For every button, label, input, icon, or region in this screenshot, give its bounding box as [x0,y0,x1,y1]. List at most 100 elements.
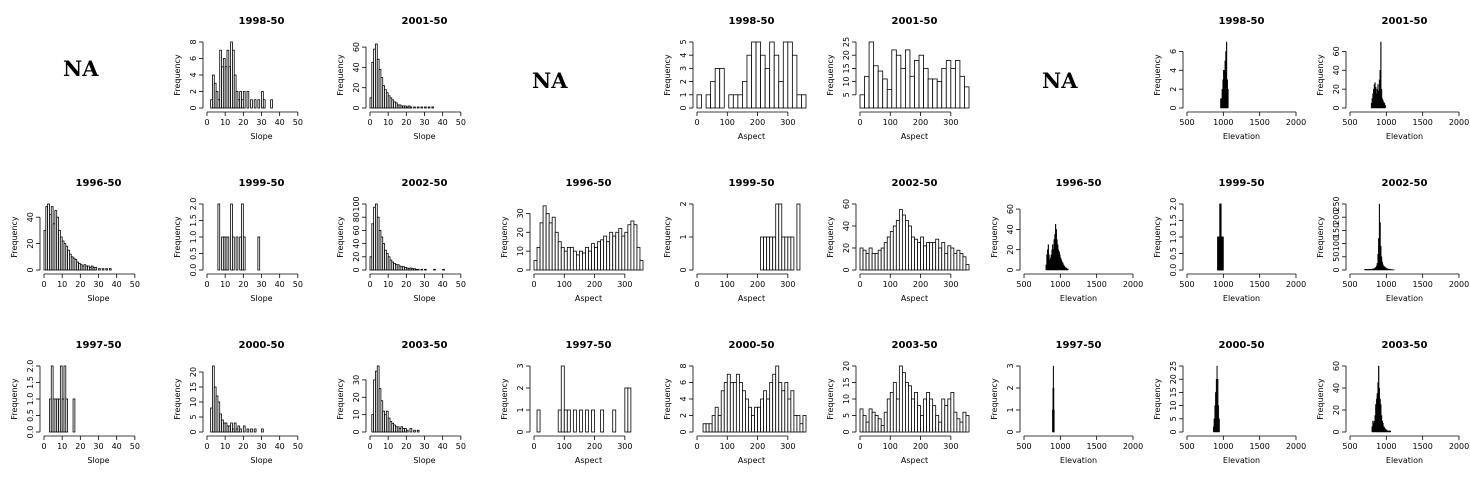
x-tick-label: 50 [130,442,140,451]
y-axis-label: Frequency [826,216,835,258]
histogram-bar [425,107,427,108]
y-tick-label: 80 [352,212,361,222]
y-tick-label: 1.0 [1169,231,1178,244]
histogram-bar [247,92,249,109]
histogram-bar [878,71,883,108]
x-tick-label: 0 [204,280,209,289]
histogram-bar [946,60,951,108]
histogram-bar [902,373,905,432]
y-tick-label: 20 [1332,405,1341,415]
y-tick-label: 0 [842,267,851,272]
x-tick-label: 10 [383,280,393,289]
y-axis-label: Frequency [663,54,672,96]
histogram-bar [963,412,966,432]
y-axis-label: Frequency [1316,378,1325,420]
y-tick-label: 5 [1169,416,1178,421]
y-tick-label: 0 [189,429,198,434]
histogram-bar [930,399,933,432]
x-tick-label: 0 [41,280,46,289]
na-label-slope-1997: NA [63,56,99,81]
histogram-bar [939,422,942,432]
histogram-bar [564,251,567,270]
y-tick-label: 40 [352,62,361,72]
y-tick-label: 0 [352,429,361,434]
y-tick-label: 0 [189,105,198,110]
y-tick-label: 4 [679,53,688,58]
histogram-bar [534,261,537,270]
histogram-bar [73,399,75,432]
x-tick-label: 100 [557,280,572,289]
histogram-bar [218,204,220,270]
histogram-bar [942,68,947,108]
y-tick-label: 60 [352,225,361,235]
x-tick-label: 0 [531,280,536,289]
y-axis-label: Frequency [990,378,999,420]
histogram-bar [910,76,915,108]
histogram-bar [573,410,576,432]
y-axis-label: Frequency [1153,216,1162,258]
x-axis-label: Elevation [1386,456,1423,465]
histogram-bar [613,236,616,270]
y-tick-label: 40 [842,221,851,231]
y-tick-label: 20 [352,392,361,402]
y-tick-label: 5 [679,39,688,44]
y-axis-label: Frequency [1153,378,1162,420]
histogram-bar [878,250,881,270]
chart-title: 2000-50 [729,340,775,351]
histogram-bar [801,95,806,108]
x-tick-label: 1500 [1412,442,1432,451]
x-tick-label: 30 [419,280,429,289]
histogram-bar [887,90,892,108]
histogram-bar [715,407,718,432]
x-tick-label: 0 [694,442,699,451]
x-axis-label: Aspect [901,294,928,303]
x-tick-label: 30 [256,442,266,451]
chart-title: 1997-50 [566,340,612,351]
histogram-bar [869,409,872,432]
histogram-bar [622,236,625,270]
histogram-bar [951,392,954,432]
chart-title: 1996-50 [76,178,122,189]
y-tick-label: 3 [516,363,525,368]
histogram-bar [866,422,869,432]
y-tick-label: 0.0 [26,426,35,439]
x-tick-label: 100 [557,442,572,451]
y-tick-label: 6 [189,56,198,61]
x-tick-label: 40 [275,280,285,289]
x-tick-label: 1500 [1412,280,1432,289]
x-tick-label: 30 [93,442,103,451]
histogram-bar [874,66,879,108]
histogram-bar [543,206,546,270]
histogram-bar [628,388,631,432]
x-tick-label: 500 [1179,118,1194,127]
y-tick-label: 20 [842,243,851,253]
histogram-bar [738,95,743,108]
histogram-bar [951,68,956,108]
y-axis-label: Frequency [173,216,182,258]
histogram-bar [729,95,734,108]
x-tick-label: 50 [293,118,303,127]
chart-title: 2000-50 [1219,340,1265,351]
x-tick-label: 50 [456,118,466,127]
x-tick-label: 500 [1342,280,1357,289]
histogram-bar [1054,410,1055,432]
histogram-bar [410,429,412,432]
histogram-bar [918,243,921,271]
histogram-bar [881,248,884,270]
histogram-bar [1223,237,1224,270]
y-axis-label: Frequency [336,216,345,258]
chart-title: 1999-50 [729,178,775,189]
chart-title: 2002-50 [402,178,448,189]
histogram-bar [697,95,702,108]
histogram-bar [933,243,936,271]
histogram-bar [745,399,748,432]
